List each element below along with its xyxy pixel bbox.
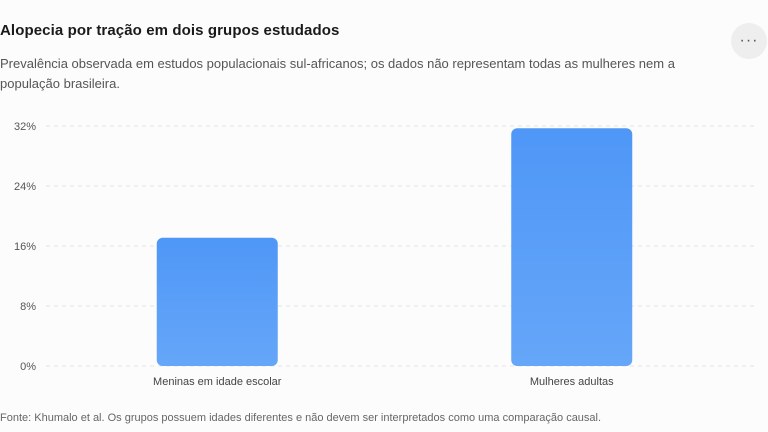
y-tick-label: 8%: [20, 301, 36, 313]
more-options-button[interactable]: ···: [731, 23, 767, 59]
grid-lines: [46, 125, 755, 367]
bar[interactable]: [156, 237, 278, 366]
source-note: Fonte: Khumalo et al. Os grupos possuem …: [0, 412, 602, 424]
bar[interactable]: [511, 128, 633, 366]
bars: [156, 128, 633, 366]
x-axis-labels: Meninas em idade escolar Mulheres adultas: [153, 376, 614, 388]
x-tick-label: Mulheres adultas: [530, 376, 614, 388]
chart-title: Alopecia por tração em dois grupos estud…: [0, 22, 340, 39]
y-tick-label: 16%: [14, 241, 36, 253]
y-tick-label: 24%: [14, 181, 36, 193]
more-horizontal-icon: ···: [739, 32, 759, 49]
chart-subtitle: Prevalência observada em estudos populac…: [0, 56, 675, 91]
y-tick-label: 0%: [20, 361, 36, 373]
y-tick-label: 32%: [14, 121, 36, 133]
bar-chart: 0% 8% 16% 24% 32% Meninas em idade escolar Mu…: [14, 121, 755, 388]
x-tick-label: Meninas em idade escolar: [153, 376, 282, 388]
y-axis-ticks: 0% 8% 16% 24% 32%: [14, 121, 36, 373]
